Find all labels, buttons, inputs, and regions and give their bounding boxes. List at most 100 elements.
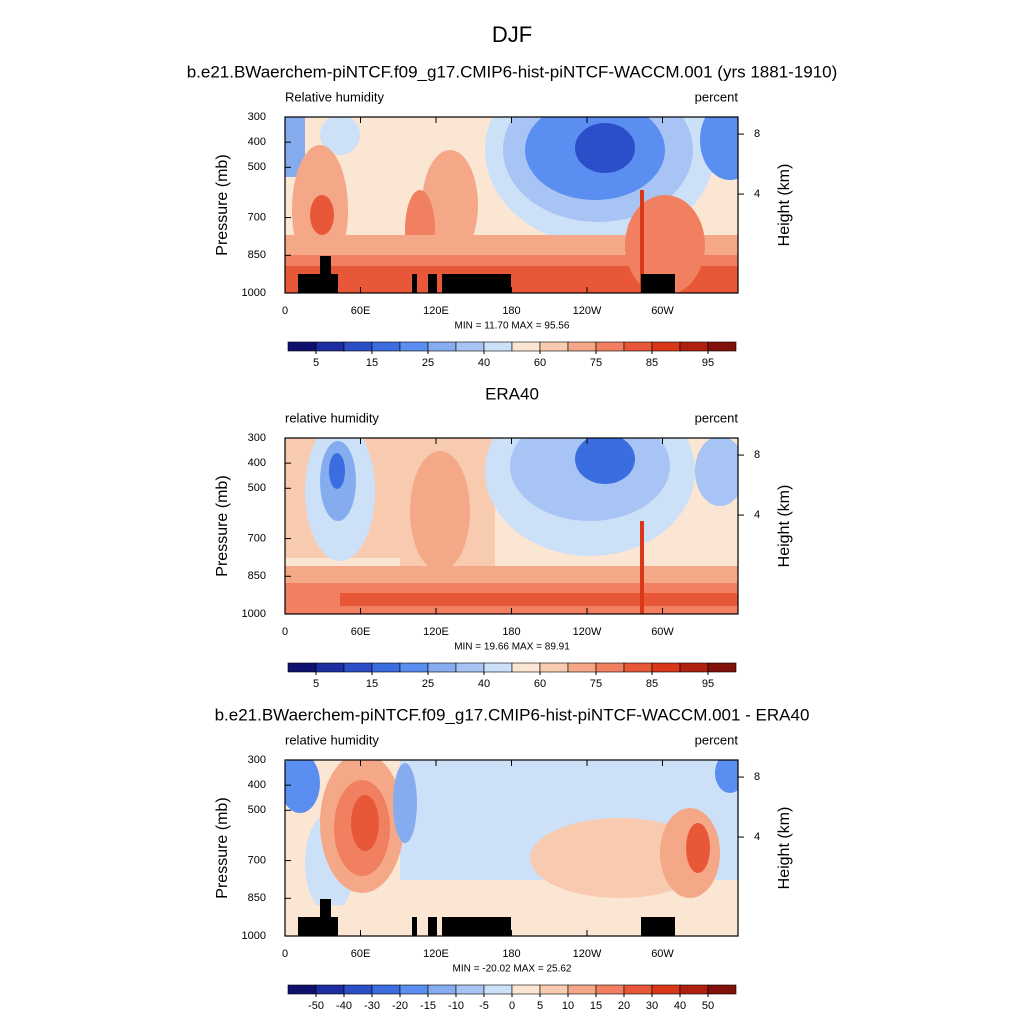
contour-field-wrap [285,760,738,936]
y2-axis-label: Height (km) [776,807,793,890]
right-label: percent [695,732,739,747]
colorbar-tick-label: 10 [562,1000,574,1012]
colorbar-tick-label: -20 [392,1000,408,1012]
colorbar-box [343,662,373,673]
colorbar-tick-label: -15 [420,1000,436,1012]
colorbar-tick-label: 75 [590,678,602,690]
colorbar-tick-label: -30 [364,1000,380,1012]
colorbar-tick-label: 25 [422,678,434,690]
colorbar-tick-label: 20 [618,1000,630,1012]
colorbar-box [707,341,737,352]
colorbar-box [595,662,625,673]
x-tick-label: 120W [573,948,602,960]
colorbar-box [399,662,429,673]
colorbar-box [483,984,513,995]
colorbar-tick-label: 25 [422,357,434,369]
y2-tick-label: 4 [754,509,760,521]
y-tick-label: 400 [248,779,266,791]
colorbar-box [455,341,485,352]
colorbar-box [679,984,709,995]
colorbar-tick-label: 50 [702,1000,714,1012]
x-tick-label: 120W [573,305,602,317]
colorbar-box [623,984,653,995]
x-tick-label: 0 [282,305,288,317]
colorbar-tick-label: -5 [479,1000,489,1012]
colorbar-tick-label: -10 [448,1000,464,1012]
colorbar-box [679,662,709,673]
colorbar-tick-label: 85 [646,357,658,369]
colorbar-tick-label: 15 [366,678,378,690]
colorbar-box [651,341,681,352]
left-label: Relative humidity [285,89,384,104]
x-tick-label: 180 [502,948,520,960]
colorbar-box [455,984,485,995]
stats-label: MIN = -20.02 MAX = 25.62 [453,964,572,975]
colorbar-box [371,662,401,673]
colorbar-box [315,984,345,995]
contour-field [285,760,738,936]
colorbar-box [287,341,317,352]
colorbar-box [679,341,709,352]
y2-axis-label: Height (km) [776,485,793,568]
colorbar-box [511,662,541,673]
colorbar-box [707,662,737,673]
y-tick-label: 300 [248,111,266,123]
panel-title: ERA40 [485,384,539,403]
x-tick-label: 120W [573,626,602,638]
colorbar-box [539,341,569,352]
colorbar-box [567,984,597,995]
x-tick-label: 60E [351,305,371,317]
colorbar-box [651,984,681,995]
colorbar-box [707,984,737,995]
colorbar-box [511,984,541,995]
y-axis-label: Pressure (mb) [214,475,231,576]
x-tick-label: 180 [502,626,520,638]
x-tick-label: 60E [351,948,371,960]
colorbar-box [567,341,597,352]
colorbar-box [651,662,681,673]
right-label: percent [695,89,739,104]
y-tick-label: 300 [248,432,266,444]
colorbar-box [371,341,401,352]
y-tick-label: 500 [248,161,266,173]
x-tick-label: 180 [502,305,520,317]
colorbar-box [427,662,457,673]
y2-tick-label: 8 [754,128,760,140]
colorbar-box [343,341,373,352]
x-tick-label: 60E [351,626,371,638]
y-tick-label: 700 [248,854,266,866]
y-axis-label: Pressure (mb) [214,797,231,898]
colorbar-tick-label: 5 [537,1000,543,1012]
y-tick-label: 700 [248,211,266,223]
colorbar-box [511,341,541,352]
colorbar-box [343,984,373,995]
colorbar-tick-label: 0 [509,1000,515,1012]
colorbar-tick-label: 5 [313,357,319,369]
colorbar-tick-label: 15 [590,1000,602,1012]
panel-title: b.e21.BWaerchem-piNTCF.f09_g17.CMIP6-his… [215,705,810,724]
y-tick-label: 500 [248,804,266,816]
stats-label: MIN = 19.66 MAX = 89.91 [454,642,570,653]
y2-tick-label: 8 [754,449,760,461]
y-tick-label: 1000 [242,608,266,620]
y-tick-label: 850 [248,570,266,582]
contour-field [285,438,738,614]
contour-field [285,117,738,293]
colorbar-tick-label: 95 [702,678,714,690]
colorbar-tick-label: 40 [478,357,490,369]
colorbar-box [539,662,569,673]
colorbar-tick-label: 60 [534,357,546,369]
colorbar-box [399,341,429,352]
colorbar-box [539,984,569,995]
colorbar-tick-label: -50 [308,1000,324,1012]
x-tick-label: 60W [651,948,674,960]
colorbar-tick-label: 15 [366,357,378,369]
colorbar-tick-label: 95 [702,357,714,369]
x-tick-label: 0 [282,948,288,960]
colorbar-box [371,984,401,995]
y-tick-label: 850 [248,249,266,261]
colorbar-tick-label: 40 [478,678,490,690]
y2-tick-label: 8 [754,771,760,783]
panel-title: b.e21.BWaerchem-piNTCF.f09_g17.CMIP6-his… [187,62,838,81]
x-tick-label: 0 [282,626,288,638]
